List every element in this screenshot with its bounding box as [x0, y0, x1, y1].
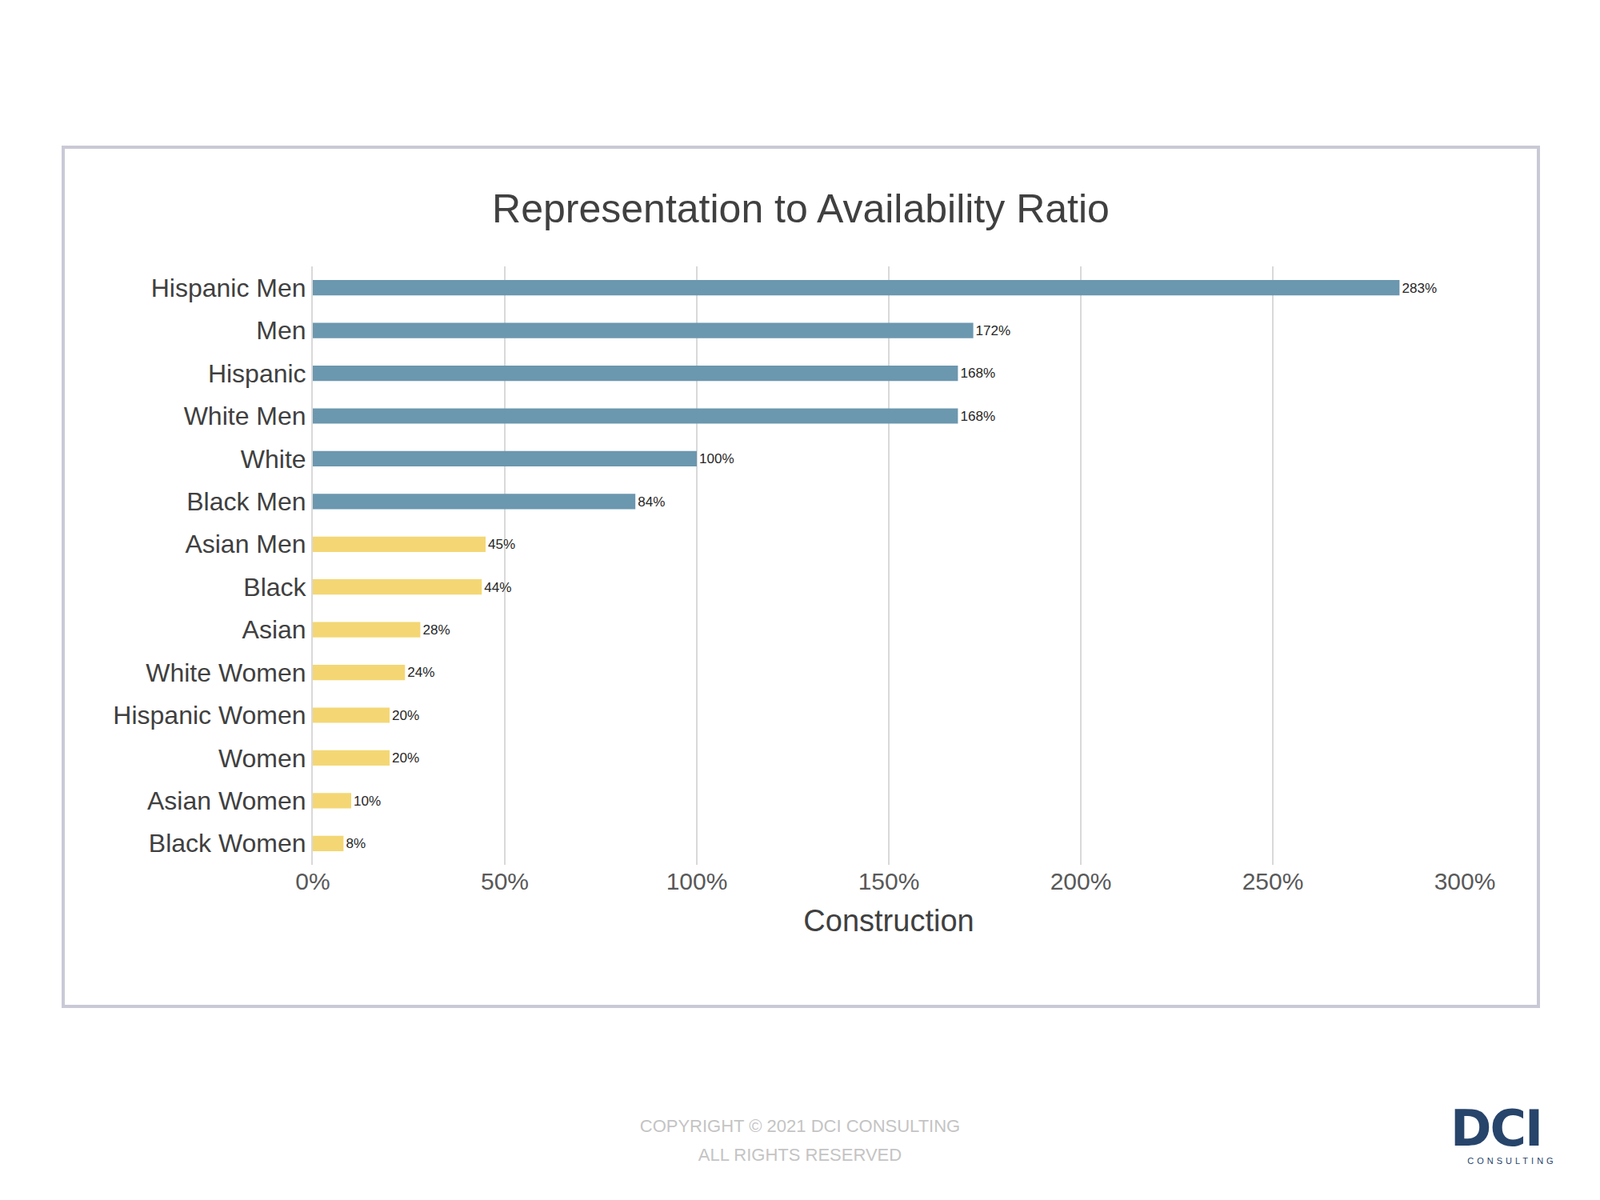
svg-text:283%: 283%	[1401, 280, 1437, 296]
html-text:ALL RIGHTS RESERVED: ALL RIGHTS RESERVED	[698, 1144, 902, 1165]
svg-text:White Men: White Men	[184, 401, 307, 431]
svg-text:172%: 172%	[976, 323, 1012, 339]
svg-text:Women: Women	[218, 744, 307, 773]
svg-text:Asian Women: Asian Women	[147, 786, 307, 816]
svg-text:White: White	[240, 444, 307, 474]
svg-text:Men: Men	[256, 316, 306, 345]
svg-text:Asian: Asian	[242, 615, 307, 644]
svg-text:24%: 24%	[407, 664, 435, 680]
svg-text:100%: 100%	[699, 451, 735, 467]
svg-text:20%: 20%	[392, 708, 420, 724]
svg-text:300%: 300%	[1434, 868, 1496, 895]
svg-text:Black: Black	[243, 572, 307, 602]
svg-text:Construction: Construction	[803, 904, 974, 938]
svg-text:100%: 100%	[666, 868, 728, 895]
svg-text:28%: 28%	[422, 622, 450, 638]
svg-text:250%: 250%	[1242, 868, 1304, 895]
html-text:DCI: DCI	[1450, 1099, 1542, 1158]
svg-text:20%: 20%	[392, 750, 420, 766]
svg-text:84%: 84%	[637, 494, 665, 510]
svg-text:Hispanic Men: Hispanic Men	[151, 273, 307, 303]
svg-text:168%: 168%	[960, 365, 996, 381]
svg-text:8%: 8%	[345, 836, 366, 852]
html-text:COPYRIGHT © 2021 DCI CONSULTIN: COPYRIGHT © 2021 DCI CONSULTING	[639, 1116, 961, 1136]
svg-text:Hispanic Women: Hispanic Women	[112, 700, 306, 730]
svg-text:Hispanic: Hispanic	[208, 359, 307, 388]
html-text:CONSULTING: CONSULTING	[1467, 1156, 1557, 1166]
svg-text:200%: 200%	[1050, 868, 1112, 895]
svg-text:50%: 50%	[480, 868, 529, 895]
svg-text:Black Women: Black Women	[148, 828, 307, 858]
svg-text:44%: 44%	[484, 580, 512, 596]
svg-text:150%: 150%	[858, 868, 920, 895]
svg-text:168%: 168%	[960, 408, 996, 424]
svg-text:Representation to Availability: Representation to Availability Ratio	[492, 186, 1110, 232]
svg-text:45%: 45%	[488, 536, 516, 552]
svg-text:0%: 0%	[295, 868, 330, 895]
svg-text:Black Men: Black Men	[186, 487, 306, 516]
svg-text:White Women: White Women	[145, 658, 306, 688]
svg-text:10%: 10%	[353, 793, 381, 809]
svg-text:Asian Men: Asian Men	[184, 529, 306, 559]
